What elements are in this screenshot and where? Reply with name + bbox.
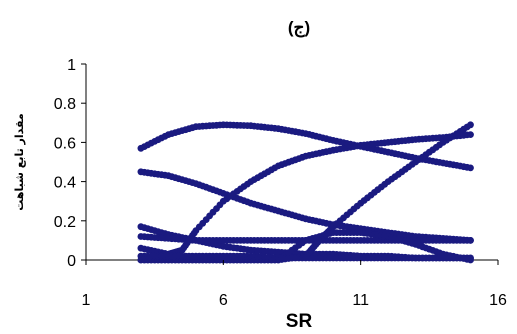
- y-tick-label: 0.8: [54, 96, 76, 113]
- y-axis-label: مقدار تابع شباهت: [13, 113, 26, 210]
- y-tick-labels: 0 0.2 0.4 0.6 0.8 1: [54, 57, 86, 270]
- data-point: [467, 131, 474, 139]
- y-tick-label: 1: [67, 57, 76, 74]
- series-4: [137, 233, 474, 244]
- x-tick-label: 16: [489, 292, 507, 309]
- series-1: [137, 121, 474, 172]
- x-axis-label: SR: [286, 311, 313, 332]
- chart-title: (ج): [288, 18, 310, 38]
- data-point: [467, 254, 474, 262]
- data-point: [467, 164, 474, 172]
- x-tick-label: 6: [219, 292, 228, 309]
- x-tick-labels: 1 6 11 16: [82, 260, 507, 309]
- y-tick-label: 0.2: [54, 214, 76, 231]
- data-point: [467, 121, 474, 129]
- x-tick-label: 1: [82, 292, 91, 309]
- data-point: [467, 237, 474, 244]
- x-tick-label: 11: [352, 292, 369, 309]
- series-8: [137, 252, 474, 262]
- y-tick-label: 0: [67, 253, 76, 270]
- y-tick-label: 0.4: [54, 175, 76, 192]
- series-2: [137, 168, 474, 244]
- y-tick-label: 0.6: [54, 135, 76, 152]
- data-series: [137, 121, 474, 264]
